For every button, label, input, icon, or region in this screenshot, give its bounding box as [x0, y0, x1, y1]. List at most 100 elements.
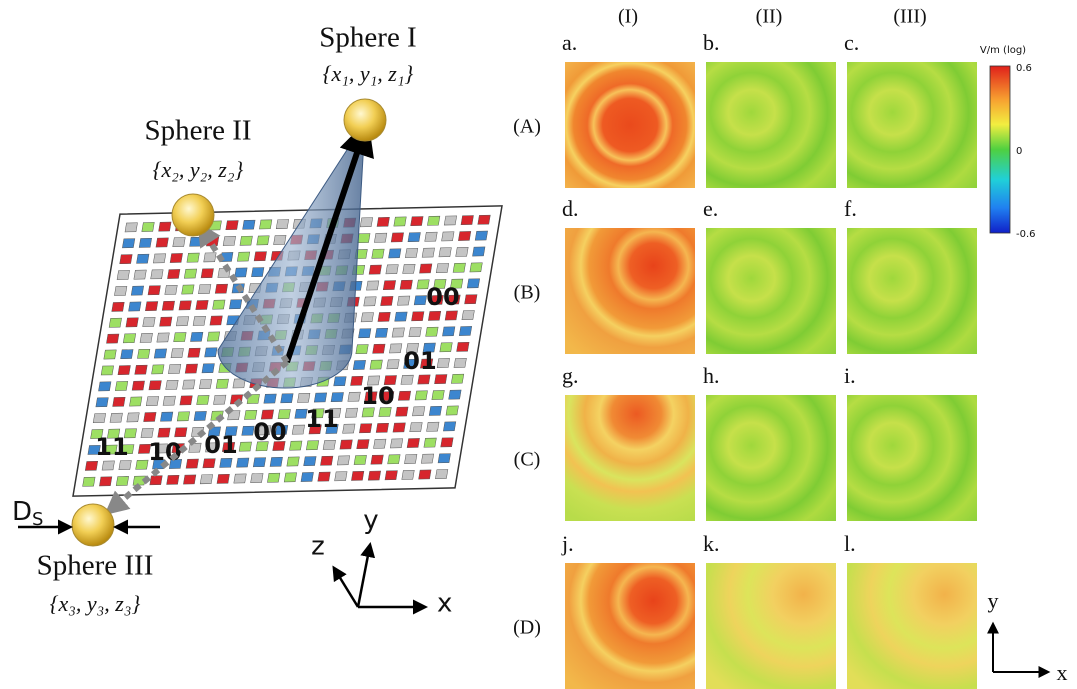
unit-cell — [223, 236, 236, 245]
unit-cell — [397, 296, 410, 305]
field-map — [565, 62, 695, 188]
colorbar-tick: -0.6 — [1016, 229, 1036, 240]
colorbar-tick: 0 — [1016, 146, 1022, 157]
unit-cell — [421, 454, 434, 463]
unit-cell — [141, 428, 154, 437]
field-map — [565, 563, 695, 689]
row-label: (C) — [514, 449, 541, 471]
unit-cell — [217, 474, 230, 483]
unit-cell — [429, 406, 442, 415]
unit-cell — [383, 281, 396, 290]
unit-cell — [136, 254, 149, 263]
unit-cell — [123, 334, 136, 343]
unit-cell — [358, 234, 371, 243]
unit-cell — [287, 457, 300, 466]
unit-cell — [167, 475, 180, 484]
unit-cell — [251, 268, 264, 277]
unit-cell — [166, 380, 179, 389]
unit-cell — [426, 327, 439, 336]
unit-cell — [126, 318, 139, 327]
unit-cell — [470, 263, 483, 272]
unit-cell — [348, 392, 361, 401]
panel-letter: h. — [703, 363, 720, 388]
unit-cell — [445, 311, 458, 320]
unit-cell — [391, 233, 404, 242]
unit-cell — [152, 365, 165, 374]
unit-cell — [93, 414, 106, 423]
unit-cell — [418, 375, 431, 384]
unit-cell — [264, 394, 277, 403]
unit-cell — [408, 232, 421, 241]
unit-cell — [239, 442, 252, 451]
unit-cell — [386, 265, 399, 274]
unit-cell — [396, 407, 409, 416]
unit-cell — [337, 456, 350, 465]
unit-cell — [424, 438, 437, 447]
unit-cell — [360, 218, 373, 227]
unit-cell — [158, 428, 171, 437]
unit-cell — [109, 318, 122, 327]
unit-cell — [440, 343, 453, 352]
field-map — [706, 228, 836, 354]
unit-cell — [236, 458, 249, 467]
unit-cell — [458, 231, 471, 240]
unit-cell — [405, 248, 418, 257]
sphere-name: Sphere III — [37, 550, 154, 582]
unit-cell — [137, 349, 150, 358]
figure: 0001101100011011 Sphere I {x₁, y₁, z₁} S… — [0, 0, 1077, 689]
unit-cell — [387, 360, 400, 369]
axis-label: x — [1057, 660, 1068, 685]
unit-cell — [136, 460, 149, 469]
unit-cell — [127, 413, 140, 422]
unit-cell — [200, 475, 213, 484]
field-map — [847, 563, 977, 689]
unit-cell — [267, 473, 280, 482]
unit-cell — [434, 374, 447, 383]
unit-cell — [446, 406, 459, 415]
unit-cell — [390, 439, 403, 448]
unit-cell — [415, 391, 428, 400]
unit-cell — [419, 264, 432, 273]
colorbar-tick: 0.6 — [1016, 63, 1032, 74]
unit-cell — [129, 397, 142, 406]
unit-cell — [159, 317, 172, 326]
unit-cell — [376, 423, 389, 432]
unit-cell — [472, 247, 485, 256]
unit-cell — [442, 327, 455, 336]
unit-cell — [438, 454, 451, 463]
unit-cell — [425, 232, 438, 241]
unit-cell — [106, 334, 119, 343]
unit-cell — [201, 269, 214, 278]
unit-cell — [199, 380, 212, 389]
unit-cell — [153, 254, 166, 263]
unit-cell — [436, 264, 449, 273]
unit-cell — [203, 459, 216, 468]
code-label: 00 — [426, 283, 459, 311]
unit-cell — [373, 344, 386, 353]
unit-cell — [456, 247, 469, 256]
code-label: 11 — [305, 405, 338, 433]
unit-cell — [359, 424, 372, 433]
sphere — [344, 99, 386, 141]
row-label: (B) — [514, 282, 541, 304]
unit-cell — [335, 472, 348, 481]
unit-cell — [403, 264, 416, 273]
field-map — [706, 395, 836, 521]
unit-cell — [202, 364, 215, 373]
unit-cell — [220, 458, 233, 467]
field-map — [565, 228, 695, 354]
unit-cell — [157, 333, 170, 342]
unit-cell — [373, 439, 386, 448]
unit-cell — [207, 332, 220, 341]
unit-cell — [154, 349, 167, 358]
sphere-coords: {x₁, y₁, z₁} — [323, 61, 414, 86]
unit-cell — [451, 374, 464, 383]
unit-cell — [163, 396, 176, 405]
unit-cell — [320, 456, 333, 465]
code-label: 00 — [253, 418, 286, 446]
unit-cell — [213, 395, 226, 404]
unit-cell — [400, 280, 413, 289]
unit-cell — [301, 472, 314, 481]
unit-cell — [179, 301, 192, 310]
unit-cell — [120, 255, 133, 264]
